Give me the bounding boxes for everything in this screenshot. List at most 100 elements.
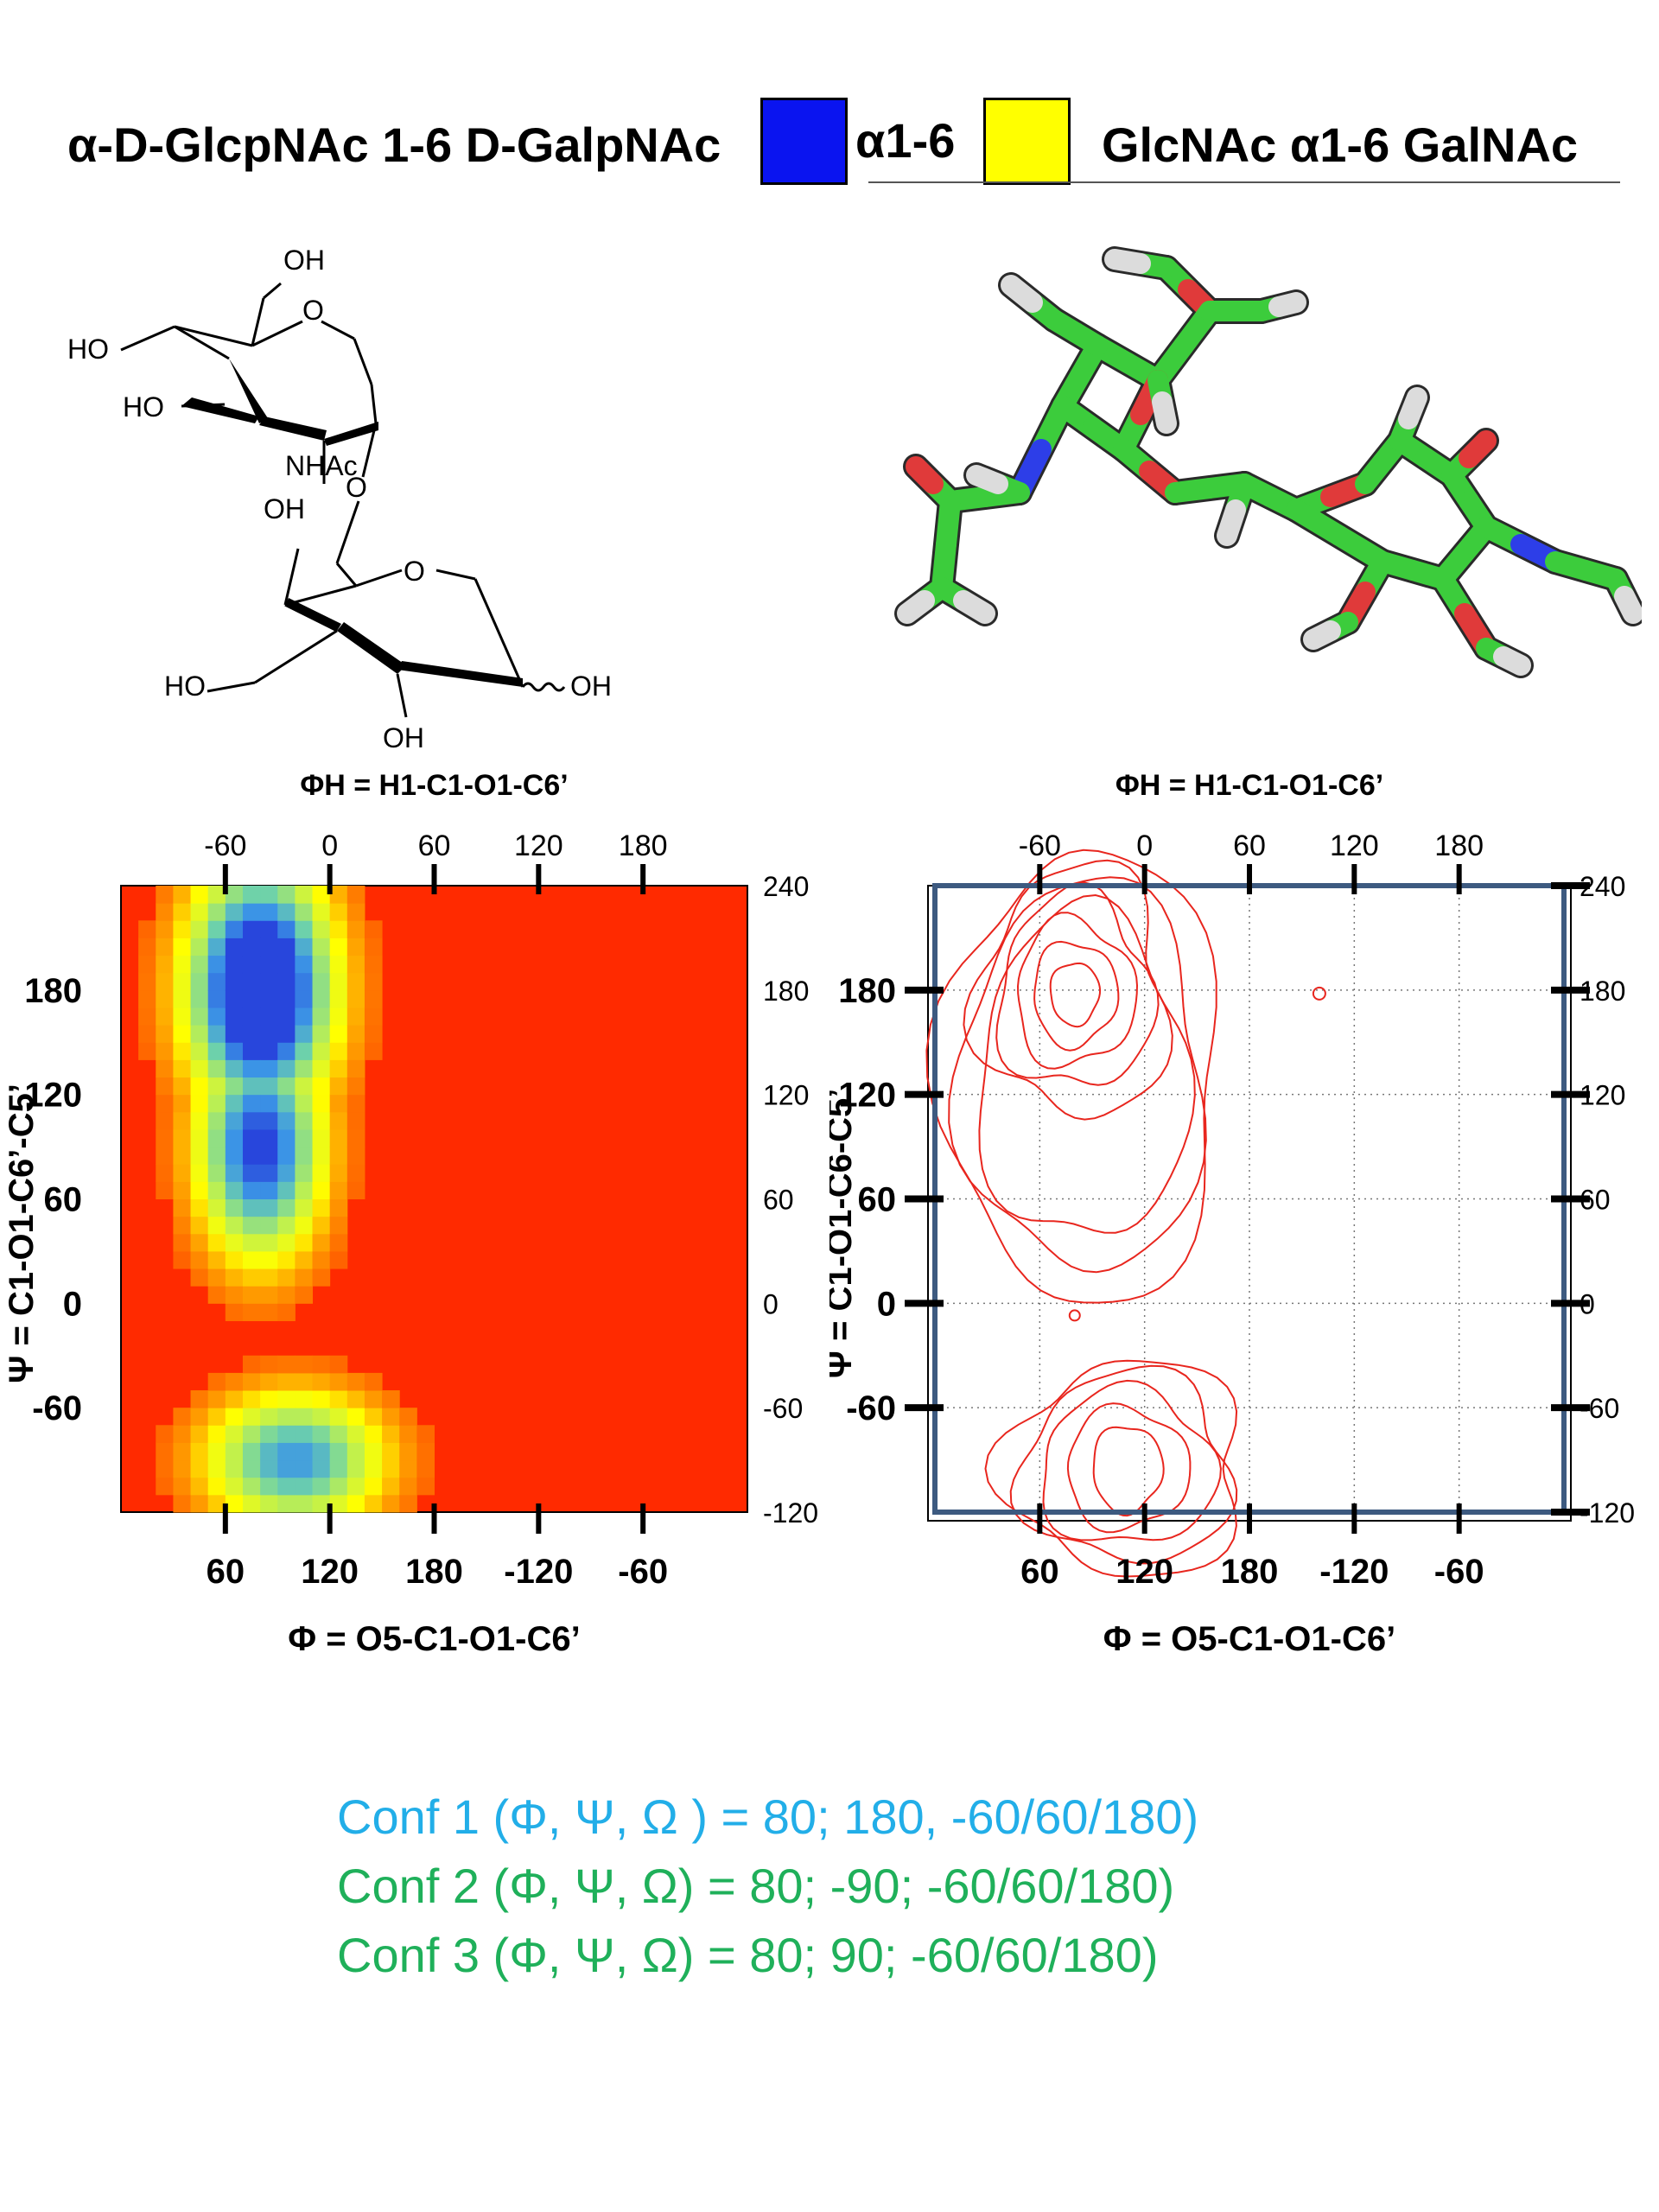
contour-line [1312,986,1326,1001]
heatmap-cell [207,903,226,921]
heatmap-cell [225,1477,244,1496]
heatmap-cell [138,972,156,991]
heatmap-cell [346,955,365,974]
heatmap-cell [312,1268,331,1287]
heatmap-cell [346,972,365,991]
heatmap-cell [277,1390,296,1408]
heatmap-cell [260,1425,278,1443]
heatmap-cell [329,938,348,957]
label-nhac: NHAc [285,450,358,481]
heatmap-cell [225,989,244,1008]
contour-line [984,1359,1238,1578]
heatmap-cell [173,1442,192,1461]
heatmap-cell [138,1025,156,1043]
heatmap-cell [295,1094,314,1113]
heatmap-cell [242,1042,261,1060]
heatmap-cell [207,1442,226,1461]
heatmap-cell [277,1025,296,1043]
bond-stick [1493,646,1531,676]
heatmap-cell [329,972,348,991]
heatmap-cell [190,920,209,938]
heatmap-cell [156,920,174,938]
heatmap-cell [173,1477,192,1496]
heatmap-cell [382,1408,400,1426]
heatmap-cell [329,1355,348,1374]
heatmap-cell [190,972,209,991]
top-axis-label: ΦH = H1-C1-O1-C6’ [1116,769,1383,802]
heatmap-cell [295,1390,314,1408]
heatmap-cell [295,1477,314,1496]
heatmap-cell [190,1216,209,1235]
heatmap-cell [190,955,209,974]
heatmap-cell [173,1459,192,1478]
heatmap-cell [260,1233,278,1252]
heatmap-cell [242,1372,261,1391]
contour-line [1049,962,1102,1028]
right-tick-label: 180 [763,976,809,1007]
heatmap-cell [277,1459,296,1478]
heatmap-cell [190,1094,209,1113]
heatmap-cell [329,1181,348,1199]
heatmap-cell [295,1198,314,1217]
heatmap-cell [364,920,383,938]
heatmap-cell [242,1303,261,1321]
heatmap-cell [173,1007,192,1026]
heatmap-cell [156,1025,174,1043]
heatmap-chart: ΦH = H1-C1-O1-C6’ -60 0 60 120 180 60 120 180 -12… [3,769,818,1658]
heatmap-cell [277,1268,296,1287]
heatmap-cell [260,972,278,991]
heatmap-cell [329,1198,348,1217]
heatmap-cell [190,1128,209,1147]
heatmap-cell [190,903,209,921]
heatmap-cell [382,1459,400,1478]
right-tick-label: 120 [1580,1080,1625,1111]
heatmap-cell [364,955,383,974]
bond-stick [1217,499,1246,546]
heatmap-cell [312,1477,331,1496]
heatmap-cell [346,1007,365,1026]
heatmap-cell [225,920,244,938]
heatmap-cell [260,886,278,904]
contour-line [995,881,1160,1086]
heatmap-cell [225,972,244,991]
heatmap-cell [277,1198,296,1217]
heatmap-cell [312,1111,331,1130]
heatmap-cell [312,1372,331,1391]
bottom-tick-label: 120 [301,1553,359,1591]
heatmap-cell [312,1494,331,1513]
heatmap-cell [207,989,226,1008]
top-tick-label: 0 [321,830,338,862]
heatmap-cell [207,955,226,974]
heatmap-cell [312,1233,331,1252]
heatmap-cell [295,1147,314,1165]
heatmap-cell [295,1111,314,1130]
heatmap-cell [242,1147,261,1165]
heatmap-cell [346,1025,365,1043]
heatmap-cell [260,1442,278,1461]
heatmap-cell [225,1303,244,1321]
bond-stick [1268,292,1306,317]
heatmap-cell [416,1442,435,1461]
heatmap-cell [225,1494,244,1513]
heatmap-cell [242,1425,261,1443]
heatmap-cell [190,1025,209,1043]
heatmap-cell [277,1042,296,1060]
heatmap-cell [260,1059,278,1078]
heatmap-cell [225,1425,244,1443]
left-tick-label: 180 [24,972,82,1010]
heatmap-cell [260,903,278,921]
heatmap-cell [242,1128,261,1147]
heatmap-cell [242,938,261,957]
header-divider [868,181,1620,183]
heatmap-cell [260,1408,278,1426]
heatmap-cell [225,1147,244,1165]
legend-label-alpha16: α1-6 [855,113,956,168]
heatmap-cell [295,1425,314,1443]
heatmap-cell [173,1042,192,1060]
heatmap-cell [277,1494,296,1513]
right-tick-label: -60 [763,1393,803,1424]
heatmap-cell [260,1268,278,1287]
heatmap-cell [207,1233,226,1252]
heatmap-cell [173,1147,192,1165]
heatmap-cell [225,1059,244,1078]
